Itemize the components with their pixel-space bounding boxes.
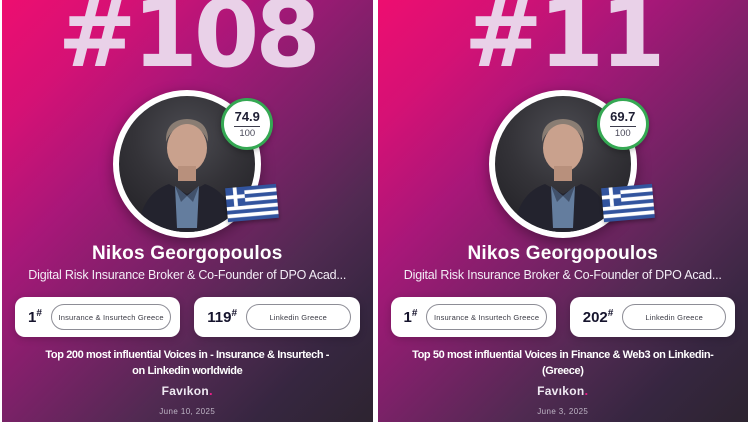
favikon-logo: Favıkon.	[161, 383, 213, 399]
date-label: June 3, 2025	[537, 407, 589, 417]
hash-sign: #	[231, 308, 238, 320]
badge-label-pill: Insurance & Insurtech Greece	[426, 304, 547, 331]
score-divider	[609, 125, 636, 127]
big-rank-number: #11	[463, 0, 666, 89]
headline-line1: Top 50 most influential Voices in Financ…	[412, 349, 714, 362]
score-max: 100	[239, 128, 256, 140]
ranking-card-left: #108 74.9 100	[2, 0, 373, 422]
favikon-logo: Favıkon.	[537, 383, 589, 399]
headline: Top 50 most influential Voices in Financ…	[388, 348, 739, 380]
person-title: Digital Risk Insurance Broker & Co-Found…	[28, 268, 347, 283]
person-name: Nikos Georgopoulos	[92, 243, 283, 265]
brand-dot-icon: .	[209, 383, 213, 399]
category-badge: 119# Linkedin Greece	[194, 297, 360, 338]
score-value: 69.7	[610, 109, 636, 125]
person-silhouette-icon	[137, 119, 238, 233]
headline-line2: on Linkedin worldwide	[132, 365, 243, 378]
badge-rank: 119#	[207, 308, 238, 327]
score-badge: 69.7 100	[596, 98, 649, 151]
person-name: Nikos Georgopoulos	[467, 243, 658, 265]
date-label: June 10, 2025	[159, 407, 216, 417]
badge-label-pill: Linkedin Greece	[622, 304, 726, 331]
category-badge: 1# Insurance & Insurtech Greece	[390, 297, 556, 338]
profile-photo-wrap: 74.9 100	[113, 90, 280, 239]
profile-photo-wrap: 69.7 100	[488, 90, 655, 239]
hash-sign: #	[411, 308, 418, 320]
person-title: Digital Risk Insurance Broker & Co-Found…	[403, 268, 722, 283]
big-rank-number: #108	[57, 0, 321, 89]
badges-row: 1# Insurance & Insurtech Greece 202# Lin…	[390, 297, 735, 338]
ranking-card-right: #11 69.7 100	[377, 0, 748, 422]
headline: Top 200 most influential Voices in - Ins…	[12, 348, 363, 380]
category-badge: 1# Insurance & Insurtech Greece	[15, 297, 181, 338]
score-badge: 74.9 100	[221, 98, 274, 151]
hash-sign: #	[36, 308, 42, 320]
badge-rank: 1#	[403, 308, 418, 327]
category-badge: 202# Linkedin Greece	[569, 297, 735, 338]
headline-line2: (Greece)	[542, 365, 584, 378]
headline-line1: Top 200 most influential Voices in - Ins…	[45, 349, 330, 362]
greece-flag-icon	[225, 184, 280, 223]
score-value: 74.9	[234, 109, 260, 125]
badge-rank: 1#	[28, 308, 42, 327]
brand-dot-icon: .	[584, 383, 589, 399]
badge-label-pill: Linkedin Greece	[246, 304, 351, 331]
badges-row: 1# Insurance & Insurtech Greece 119# Lin…	[15, 297, 360, 338]
greece-flag-icon	[600, 184, 655, 223]
score-divider	[234, 125, 261, 127]
badge-rank: 202#	[582, 308, 614, 327]
badge-label-pill: Insurance & Insurtech Greece	[50, 304, 172, 331]
hash-sign: #	[607, 308, 614, 320]
person-silhouette-icon	[512, 119, 613, 233]
score-max: 100	[614, 128, 631, 140]
